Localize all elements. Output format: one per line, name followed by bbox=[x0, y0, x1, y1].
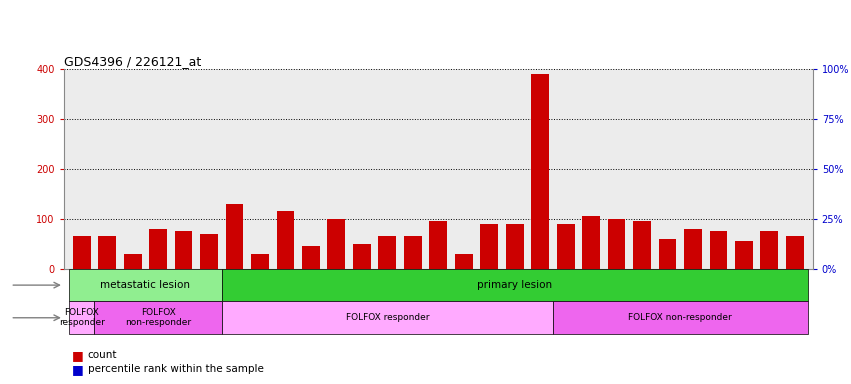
Text: FOLFOX non-responder: FOLFOX non-responder bbox=[628, 313, 732, 322]
Text: ■: ■ bbox=[72, 363, 84, 376]
Bar bbox=[222, 301, 553, 334]
Text: metastatic lesion: metastatic lesion bbox=[100, 280, 191, 290]
Bar bbox=[251, 254, 269, 269]
Text: FOLFOX responder: FOLFOX responder bbox=[346, 313, 429, 322]
Bar bbox=[531, 74, 549, 269]
Text: primary lesion: primary lesion bbox=[477, 280, 552, 290]
Bar bbox=[710, 231, 728, 269]
Bar bbox=[302, 247, 320, 269]
Bar bbox=[557, 224, 574, 269]
Bar bbox=[123, 254, 141, 269]
Bar bbox=[200, 234, 218, 269]
Bar bbox=[505, 224, 523, 269]
Bar bbox=[379, 236, 397, 269]
Text: FOLFOX
non-responder: FOLFOX non-responder bbox=[125, 308, 191, 328]
Bar bbox=[659, 239, 677, 269]
Bar bbox=[149, 229, 167, 269]
Bar bbox=[608, 219, 625, 269]
Bar bbox=[69, 301, 94, 334]
Bar bbox=[222, 269, 808, 301]
Bar bbox=[454, 254, 472, 269]
Text: count: count bbox=[88, 350, 117, 360]
Bar bbox=[69, 269, 222, 301]
Bar bbox=[761, 231, 779, 269]
Bar bbox=[174, 231, 192, 269]
Bar bbox=[786, 236, 804, 269]
Bar bbox=[430, 221, 447, 269]
Text: GDS4396 / 226121_at: GDS4396 / 226121_at bbox=[64, 55, 201, 68]
Bar bbox=[353, 244, 371, 269]
Bar bbox=[94, 301, 222, 334]
Bar bbox=[277, 211, 294, 269]
Bar bbox=[480, 224, 498, 269]
Text: percentile rank within the sample: percentile rank within the sample bbox=[88, 364, 264, 374]
Text: ■: ■ bbox=[72, 349, 84, 362]
Bar bbox=[684, 229, 702, 269]
Bar bbox=[582, 217, 600, 269]
Bar bbox=[226, 204, 243, 269]
Bar bbox=[98, 236, 116, 269]
Bar bbox=[72, 236, 90, 269]
Text: FOLFOX
responder: FOLFOX responder bbox=[59, 308, 105, 328]
Bar bbox=[735, 242, 753, 269]
Bar bbox=[553, 301, 808, 334]
Bar bbox=[328, 219, 346, 269]
Bar bbox=[633, 221, 651, 269]
Bar bbox=[404, 236, 422, 269]
